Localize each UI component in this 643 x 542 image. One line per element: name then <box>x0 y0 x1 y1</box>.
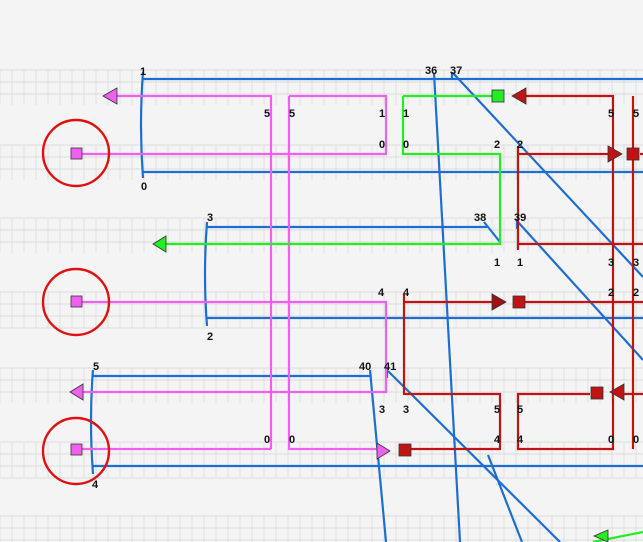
blue-bracket-2[interactable] <box>203 221 209 327</box>
arrow-right-icon[interactable] <box>376 442 391 460</box>
blue-diagonal-36[interactable] <box>432 72 462 542</box>
node-label: 1 <box>140 66 146 78</box>
node-label: 0 <box>403 139 409 151</box>
magenta-path-d[interactable] <box>77 300 388 394</box>
arrow-left-icon[interactable] <box>69 383 84 401</box>
node-label: 3 <box>207 212 213 224</box>
square-markers <box>70 89 640 457</box>
node-label: 0 <box>289 434 295 446</box>
red-path-c[interactable] <box>516 146 643 250</box>
square-icon[interactable] <box>398 443 412 457</box>
node-label: 1 <box>517 257 523 269</box>
node-label: 2 <box>494 139 500 151</box>
node-label: 5 <box>93 361 99 373</box>
node-label: 0 <box>633 434 639 446</box>
square-icon[interactable] <box>70 443 83 456</box>
node-label: 4 <box>92 479 99 491</box>
magenta-path-a[interactable] <box>115 94 273 449</box>
red-path-a[interactable] <box>516 94 615 451</box>
node-label: 1 <box>379 108 385 120</box>
node-label: 40 <box>359 361 371 373</box>
square-icon[interactable] <box>70 147 83 160</box>
node-label: 3 <box>608 257 614 269</box>
arrow-right-icon[interactable] <box>607 145 623 163</box>
node-label: 4 <box>517 434 524 446</box>
circle-icon[interactable] <box>41 267 111 337</box>
red-flow-group <box>402 94 643 451</box>
node-label: 5 <box>289 108 295 120</box>
arrowheads <box>69 87 625 542</box>
node-label: 4 <box>494 434 501 446</box>
circle-icon[interactable] <box>41 118 111 188</box>
node-label: 5 <box>517 404 523 416</box>
blue-segment-38[interactable] <box>483 221 501 243</box>
node-label: 5 <box>494 404 500 416</box>
green-path-lower[interactable] <box>592 530 643 542</box>
square-icon[interactable] <box>70 295 83 308</box>
arrow-left-icon[interactable] <box>609 383 625 401</box>
darkred-path-a[interactable] <box>402 294 502 451</box>
node-label: 36 <box>425 65 437 77</box>
square-icon[interactable] <box>590 386 604 400</box>
node-label: 5 <box>608 108 614 120</box>
green-path[interactable] <box>165 94 502 246</box>
arrow-left-icon[interactable] <box>102 87 118 105</box>
node-label: 0 <box>141 181 147 193</box>
blue-diagonal-lower[interactable] <box>486 454 524 542</box>
node-label: 0 <box>379 139 385 151</box>
square-icon[interactable] <box>626 147 640 161</box>
node-label: 39 <box>514 212 526 224</box>
node-label: 3 <box>403 404 409 416</box>
node-label: 4 <box>378 287 385 299</box>
node-label: 1 <box>403 108 409 120</box>
square-icon[interactable] <box>512 295 526 309</box>
node-label: 3 <box>379 404 385 416</box>
arrow-left-icon[interactable] <box>152 235 167 253</box>
arrow-left-icon[interactable] <box>592 529 609 542</box>
node-label: 2 <box>633 287 639 299</box>
node-label: 3 <box>633 257 639 269</box>
node-label: 38 <box>474 212 486 224</box>
node-label: 4 <box>403 287 410 299</box>
node-label: 0 <box>264 434 270 446</box>
node-label: 0 <box>608 434 614 446</box>
circle-icon[interactable] <box>41 416 111 486</box>
number-labels: 1 0 36 37 5 5 1 1 0 0 2 2 5 5 3 38 39 1 … <box>92 65 639 491</box>
node-label: 1 <box>494 257 500 269</box>
magenta-path-b[interactable] <box>77 94 388 156</box>
node-label: 5 <box>633 108 639 120</box>
node-label: 2 <box>608 287 614 299</box>
blue-diagonal-41[interactable] <box>387 370 561 542</box>
magenta-path-c[interactable] <box>287 96 380 451</box>
arrow-left-icon[interactable] <box>511 87 527 105</box>
node-label: 2 <box>207 331 213 343</box>
node-label: 41 <box>384 361 396 373</box>
node-label: 2 <box>517 139 523 151</box>
node-label: 37 <box>450 65 462 77</box>
green-flow-group <box>165 94 643 542</box>
arrow-right-icon[interactable] <box>491 293 507 311</box>
square-icon[interactable] <box>491 89 505 103</box>
port-rings <box>41 118 111 486</box>
magenta-flow-group <box>77 94 388 451</box>
blue-bracket-1[interactable] <box>139 71 145 179</box>
node-label: 5 <box>264 108 270 120</box>
